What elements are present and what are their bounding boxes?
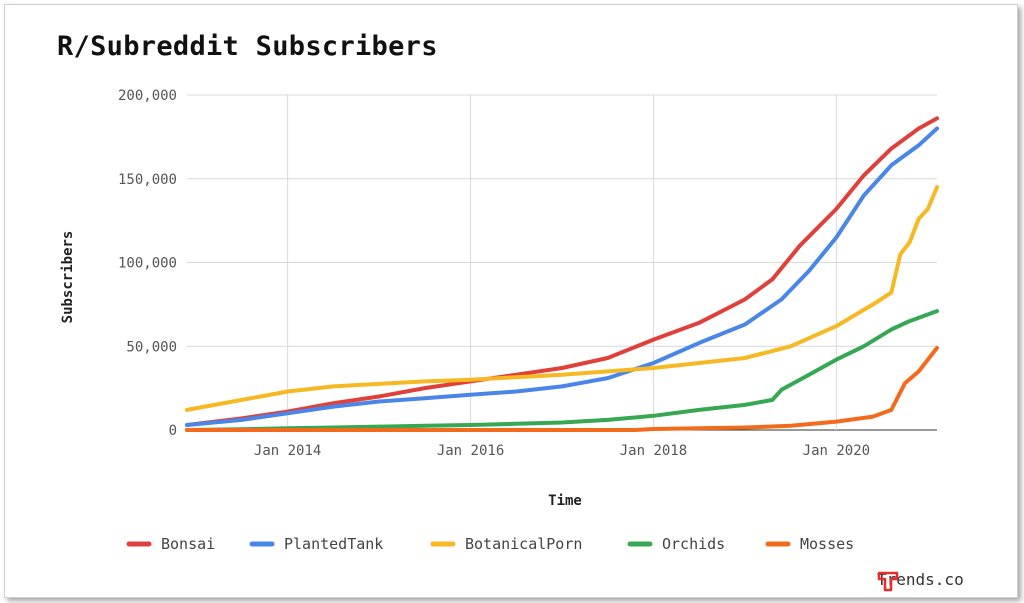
y-tick-label: 50,000 [126,339,177,355]
chart-card: R/Subreddit Subscribers 0 50,000 100,000 15… [4,4,1018,598]
x-tick-label: Jan 2020 [803,443,870,459]
series-line-botanicalporn [185,185,939,412]
series-line-mosses [185,345,939,432]
legend-label: Bonsai [161,535,215,553]
y-tick-label: 100,000 [118,256,177,272]
legend-label: BotanicalPorn [465,535,582,553]
y-axis-title: Subscribers [60,231,76,324]
chart-title: R/Subreddit Subscribers [57,31,438,62]
line-chart: 0 50,000 100,000 150,000 200,000 Jan 2014 Jan … [60,88,939,553]
legend-label: PlantedTank [284,535,383,553]
x-tick-label: Jan 2014 [254,443,321,459]
y-tick-label: 0 [169,423,177,439]
series-line-orchids [185,309,939,432]
series-lines [185,116,939,432]
legend-label: Orchids [662,535,725,553]
series-line-bonsai [185,116,939,427]
brand-watermark: Trends.co [877,570,964,592]
brand-name: Trends.co [877,570,964,589]
series-line-plantedtank [185,126,939,427]
axes: 0 50,000 100,000 150,000 200,000 Jan 2014 Jan … [118,88,870,459]
y-tick-label: 200,000 [118,88,177,104]
grid-lines [187,94,937,431]
legend-label: Mosses [800,535,854,553]
x-axis-title: Time [548,493,582,509]
legend: Bonsai PlantedTank BotanicalPorn Orchids Mos… [126,535,854,553]
y-tick-label: 150,000 [118,172,177,188]
x-tick-label: Jan 2016 [437,443,504,459]
x-tick-label: Jan 2018 [620,443,687,459]
trends-logo-icon [877,571,899,592]
